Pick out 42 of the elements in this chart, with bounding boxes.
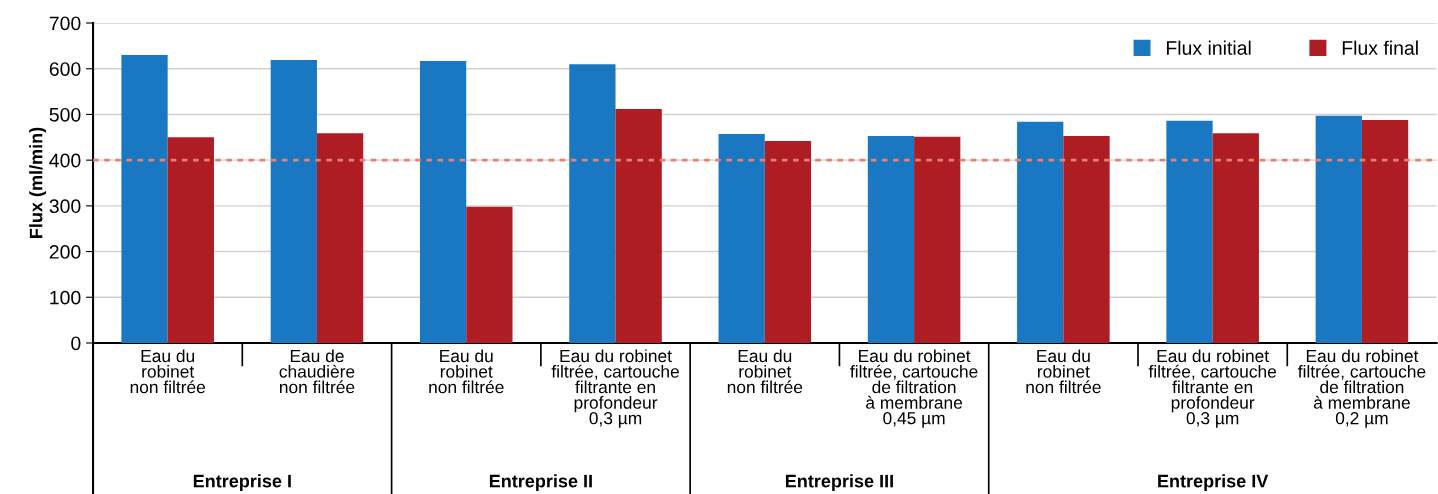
- text: Entreprise I: [193, 474, 291, 492]
- bar: [718, 134, 765, 343]
- x-tick-label: Eau du robinet filtrée, cartouche de filtration à membrane 0,45 µm: [850, 349, 978, 428]
- x-tick-label: Eau du robinet filtrée, cartouche filtrante en profondeur 0,3 µm: [1148, 349, 1277, 428]
- y-tick-label: 300: [49, 199, 81, 214]
- bar: [1063, 135, 1110, 343]
- x-tick-label: Eau du robinet non filtrée: [130, 349, 206, 394]
- x-tick-label: Eau de chaudière non filtrée: [279, 349, 355, 394]
- bar: [270, 60, 317, 343]
- y-tick-label: 600: [49, 62, 81, 76]
- y-axis-title: Flux (ml/min): [29, 127, 47, 238]
- bar: [1361, 119, 1409, 343]
- y-tick-label: 700: [49, 16, 81, 31]
- y-tick-label: 200: [49, 245, 81, 259]
- text: Entreprise II: [489, 474, 592, 492]
- y-tick-label: 500: [49, 107, 81, 122]
- x-tick-label: Eau du robinet non filtrée: [1026, 349, 1101, 394]
- x-tick-label: Eau du robinet non filtrée: [727, 349, 803, 394]
- bar: [615, 108, 662, 343]
- y-tick-label: 0: [71, 336, 81, 351]
- y-tick-label: 400: [49, 153, 81, 168]
- x-tick-label: Eau du robinet filtrée, cartouche de filtration à membrane 0,2 µm: [1298, 349, 1426, 428]
- bar: [1315, 115, 1362, 343]
- bar: [419, 60, 467, 343]
- bar: [1017, 121, 1064, 343]
- bar: [1166, 120, 1213, 343]
- bar: [1212, 133, 1259, 343]
- legend-label: Flux final: [1342, 40, 1418, 55]
- text: Entreprise III: [785, 474, 893, 492]
- bar: [316, 133, 364, 343]
- bar: [914, 136, 961, 343]
- bar: [569, 64, 616, 343]
- x-tick-label: Eau du robinet filtrée, cartouche filtrante en profondeur 0,3 µm: [551, 349, 679, 428]
- bar: [167, 137, 214, 343]
- x-tick-label: Eau du robinet non filtrée: [429, 349, 504, 394]
- bar: [466, 206, 513, 343]
- bar: [867, 135, 915, 343]
- legend-label: Flux initial: [1166, 40, 1251, 55]
- bar: [764, 140, 812, 343]
- y-tick-label: 100: [50, 290, 81, 305]
- text: Entreprise IV: [1158, 474, 1269, 492]
- bar: [121, 55, 168, 343]
